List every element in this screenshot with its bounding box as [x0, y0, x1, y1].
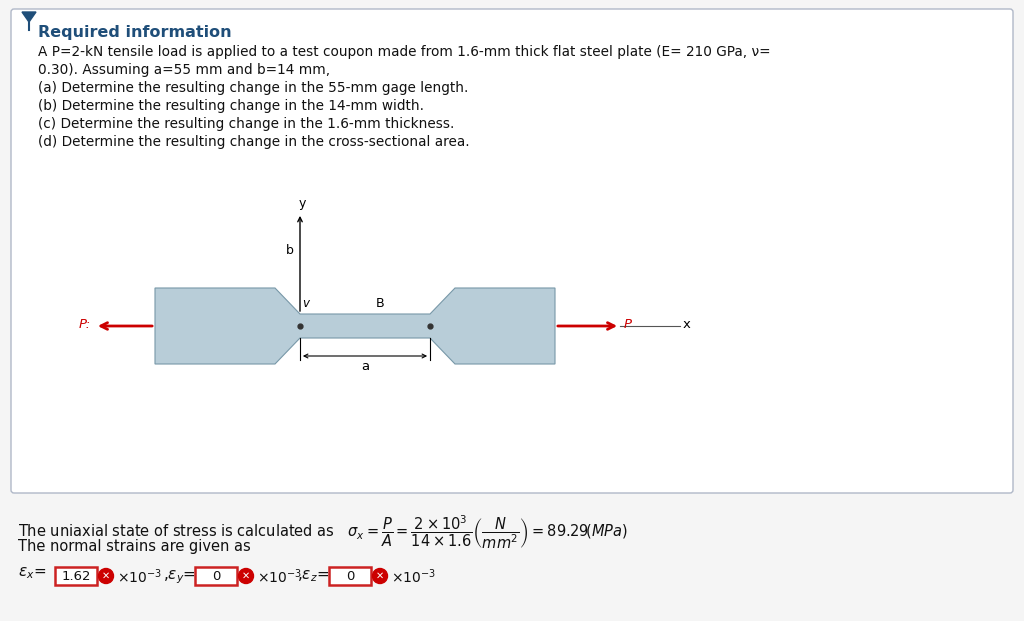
Circle shape: [373, 568, 387, 584]
FancyBboxPatch shape: [55, 567, 97, 585]
Text: $\varepsilon_x$=: $\varepsilon_x$=: [18, 565, 46, 581]
FancyBboxPatch shape: [329, 567, 371, 585]
Text: $\times10^{-3}$: $\times10^{-3}$: [391, 567, 436, 586]
Polygon shape: [155, 288, 555, 364]
Text: x: x: [683, 317, 691, 330]
Text: ✕: ✕: [102, 571, 110, 581]
Text: 1.62: 1.62: [61, 569, 91, 582]
Text: 0: 0: [212, 569, 220, 582]
Text: The uniaxial state of stress is calculated as   $\sigma_x = \dfrac{P}{A} = \dfra: The uniaxial state of stress is calculat…: [18, 513, 628, 551]
Text: $\times10^{-3}$: $\times10^{-3}$: [257, 567, 302, 586]
Polygon shape: [22, 12, 36, 22]
FancyBboxPatch shape: [195, 567, 237, 585]
Text: y: y: [298, 197, 306, 210]
Text: ✕: ✕: [376, 571, 384, 581]
Text: P: P: [624, 317, 632, 330]
Text: ✕: ✕: [242, 571, 250, 581]
Text: (c) Determine the resulting change in the 1.6-mm thickness.: (c) Determine the resulting change in th…: [38, 117, 455, 131]
Text: $\times10^{-3}$: $\times10^{-3}$: [117, 567, 162, 586]
Text: ,$\varepsilon_z$=: ,$\varepsilon_z$=: [297, 568, 330, 584]
Text: Required information: Required information: [38, 25, 231, 40]
Text: (b) Determine the resulting change in the 14-mm width.: (b) Determine the resulting change in th…: [38, 99, 424, 113]
Text: A P=2-kN tensile load is applied to a test coupon made from 1.6-mm thick flat st: A P=2-kN tensile load is applied to a te…: [38, 45, 771, 59]
Text: b: b: [286, 243, 294, 256]
Text: v: v: [302, 297, 309, 310]
Text: 0: 0: [346, 569, 354, 582]
Text: P:: P:: [79, 317, 91, 330]
Circle shape: [98, 568, 114, 584]
Circle shape: [239, 568, 254, 584]
Text: ,$\varepsilon_y$=: ,$\varepsilon_y$=: [163, 568, 196, 586]
Text: The normal strains are given as: The normal strains are given as: [18, 539, 251, 554]
FancyBboxPatch shape: [11, 9, 1013, 493]
Text: a: a: [360, 360, 369, 373]
Text: B: B: [376, 297, 384, 310]
Text: 0.30). Assuming a=55 mm and b=14 mm,: 0.30). Assuming a=55 mm and b=14 mm,: [38, 63, 330, 77]
Text: (d) Determine the resulting change in the cross-sectional area.: (d) Determine the resulting change in th…: [38, 135, 470, 149]
Text: (a) Determine the resulting change in the 55-mm gage length.: (a) Determine the resulting change in th…: [38, 81, 468, 95]
